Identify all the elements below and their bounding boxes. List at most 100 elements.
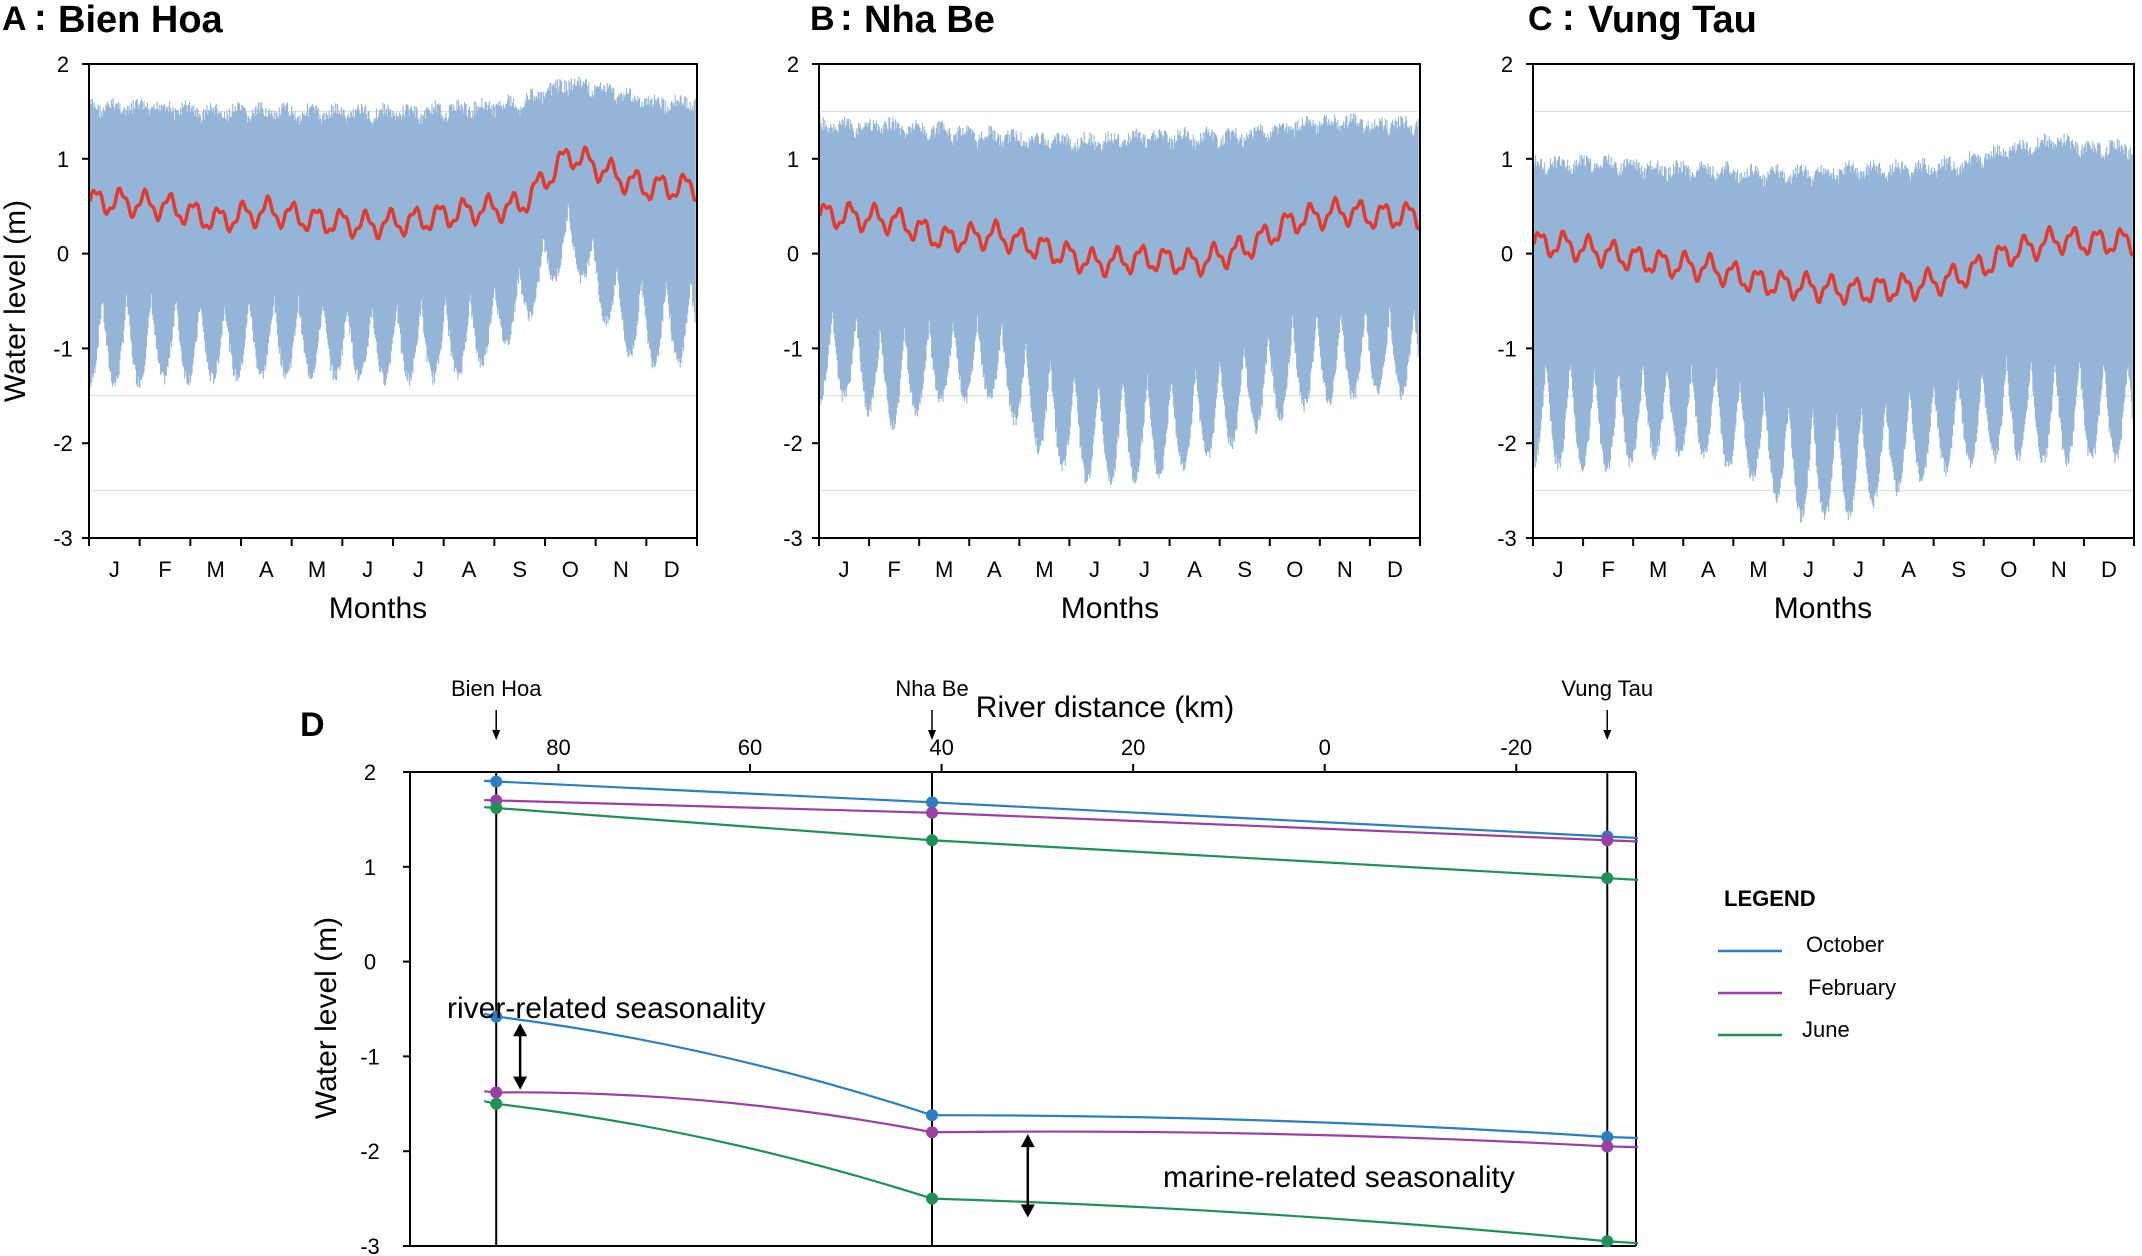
panel-d-june-high-point xyxy=(490,802,503,815)
panel-d-october-high-line xyxy=(484,779,1639,840)
panel-c-y-tick-label: -1 xyxy=(1497,336,1517,361)
panel-a-month-label: A xyxy=(259,557,274,582)
panel-b-month-label: N xyxy=(1337,557,1353,582)
panel-b-hourly-range xyxy=(819,113,1419,485)
panel-c-month-label: S xyxy=(1951,557,1966,582)
marine-seasonality-arrow-head-bottom xyxy=(1020,1204,1035,1218)
panel-b-month-label: A xyxy=(1187,557,1202,582)
panel-d-october-low-point xyxy=(1601,1130,1614,1143)
marine-seasonality-arrow-head-top xyxy=(1020,1134,1035,1148)
panel-a-plot-area: 2 1 0 -1 -2 -3 J F M A M J J A S O N D xyxy=(53,52,698,582)
panel-a-x-axis-label: Months xyxy=(329,592,427,625)
panel-a-letter: A xyxy=(2,0,27,38)
panel-a-bien-hoa: A : Bien Hoa 2 1 0 -1 -2 -3 J F M A M J J A S O N D Month… xyxy=(0,0,698,625)
panel-d-february-low-point xyxy=(926,1126,939,1139)
legend-title: LEGEND xyxy=(1724,886,1816,911)
panel-b-month-label: O xyxy=(1286,557,1303,582)
panel-b-y-tick-label: 0 xyxy=(787,242,799,267)
panel-b-month-label: A xyxy=(987,557,1002,582)
panel-d-y-axis-label: Water level (m) xyxy=(310,917,343,1119)
panel-d-y-tick-label: 1 xyxy=(364,855,376,880)
panel-a-y-tick-label: 1 xyxy=(57,147,69,172)
river-seasonality-arrow-head-top xyxy=(513,1023,528,1037)
panel-a-hourly-range xyxy=(89,76,696,388)
panel-b-nha-be: B : Nha Be 2 1 0 -1 -2 -3 J F M A M J J A S O N D Months xyxy=(783,0,1421,625)
panel-c-month-label: A xyxy=(1701,557,1716,582)
panel-a-month-label: S xyxy=(512,557,527,582)
panel-d-river-profile: D River distance (km) Water level (m) 2 1… xyxy=(300,676,1896,1256)
panel-b-y-tick-label: -3 xyxy=(783,526,803,551)
panel-d-june-high-point xyxy=(1601,872,1614,885)
panel-b-x-axis-label: Months xyxy=(1061,592,1159,625)
panel-a-month-label: A xyxy=(462,557,477,582)
panel-b-letter: B xyxy=(810,0,835,38)
panel-a-month-label: M xyxy=(308,557,326,582)
panel-c-month-label: M xyxy=(1749,557,1767,582)
panel-b-month-label: M xyxy=(1035,557,1053,582)
panel-b-y-tick-label: -1 xyxy=(783,336,803,361)
panel-d-x-tick-label: 20 xyxy=(1121,735,1145,760)
panel-d-y-tick-label: -1 xyxy=(360,1044,380,1069)
panel-c-month-label: J xyxy=(1853,557,1864,582)
panel-d-y-tick-label: -3 xyxy=(360,1234,380,1256)
panel-d-y-tick-label: -2 xyxy=(360,1139,380,1164)
panel-a-month-label: J xyxy=(413,557,424,582)
panel-c-y-tick-label: -3 xyxy=(1497,526,1517,551)
panel-d-y-tick-label: 2 xyxy=(364,760,376,785)
legend: LEGEND October February June xyxy=(1718,886,1896,1042)
panel-b-month-label: J xyxy=(1139,557,1150,582)
panel-a-y-axis-label: Water level (m) xyxy=(0,200,32,402)
panel-d-x-tick-label: 80 xyxy=(546,735,570,760)
panel-b-daily-mean-line xyxy=(818,195,1421,279)
panel-b-plot-area: 2 1 0 -1 -2 -3 J F M A M J J A S O N D xyxy=(783,52,1421,582)
panel-a-y-tick-label: 0 xyxy=(57,242,69,267)
panel-c-vung-tau: C : Vung Tau 2 1 0 -1 -2 -3 J F M A M J J A S O N D Month… xyxy=(1497,0,2135,625)
panel-d-station-label: Bien Hoa xyxy=(451,676,542,701)
panel-c-plot-area: 2 1 0 -1 -2 -3 J F M A M J J A S O N D xyxy=(1497,52,2135,582)
panel-c-month-label: J xyxy=(1553,557,1564,582)
panel-d-june-high-line xyxy=(484,806,1639,882)
panel-b-y-tick-label: 2 xyxy=(787,52,799,77)
panel-b-y-tick-label: 1 xyxy=(787,147,799,172)
panel-a-colon: : xyxy=(34,0,47,39)
panel-d-october-high-point xyxy=(926,796,939,809)
panel-c-daily-mean-line xyxy=(1532,224,2135,307)
panel-d-letter: D xyxy=(300,706,325,744)
panel-b-month-label: M xyxy=(935,557,953,582)
panel-c-month-label: O xyxy=(2000,557,2017,582)
panel-d-x-tick-label: 60 xyxy=(738,735,762,760)
panel-d-february-low-point xyxy=(490,1086,503,1099)
panel-d-x-tick-label: 40 xyxy=(929,735,953,760)
panel-a-daily-mean-line xyxy=(88,145,698,241)
river-seasonality-arrow-head-bottom xyxy=(513,1076,528,1090)
panel-a-y-tick-label: 2 xyxy=(57,52,69,77)
marine-seasonality-label: marine-related seasonality xyxy=(1163,1161,1515,1194)
panel-b-title: Nha Be xyxy=(864,0,995,41)
panel-b-month-label: J xyxy=(1089,557,1100,582)
panel-c-month-label: M xyxy=(1649,557,1667,582)
panel-c-month-label: N xyxy=(2051,557,2067,582)
panel-d-october-low-point xyxy=(926,1109,939,1122)
panel-b-colon: : xyxy=(840,0,853,39)
legend-label-february: February xyxy=(1808,975,1896,1000)
panel-c-month-label: D xyxy=(2101,557,2117,582)
panel-c-month-label: J xyxy=(1803,557,1814,582)
panel-d-june-low-line xyxy=(483,1100,1639,1245)
panel-d-plot-area: 2 1 0 -1 -2 -3 80 60 40 20 0 -20 Bien Hoa Nha Be Vung … xyxy=(360,676,1653,1256)
panel-a-month-label: N xyxy=(613,557,629,582)
panel-c-y-tick-label: 0 xyxy=(1501,242,1513,267)
panel-d-station-label: Vung Tau xyxy=(1561,676,1653,701)
panel-d-february-low-point xyxy=(1601,1140,1614,1153)
panel-b-month-label: J xyxy=(839,557,850,582)
panel-a-month-label: J xyxy=(362,557,373,582)
panel-a-y-tick-label: -2 xyxy=(53,431,73,456)
panel-c-title: Vung Tau xyxy=(1588,0,1757,41)
panel-d-february-high-point xyxy=(926,806,939,819)
panel-c-y-tick-label: 1 xyxy=(1501,147,1513,172)
panel-d-june-low-point xyxy=(926,1192,939,1205)
panel-d-february-high-point xyxy=(1601,834,1614,847)
panel-d-station-arrowhead xyxy=(1603,730,1612,740)
panel-a-month-label: O xyxy=(562,557,579,582)
panel-d-station-arrowhead xyxy=(492,730,501,740)
panel-b-month-label: F xyxy=(887,557,900,582)
